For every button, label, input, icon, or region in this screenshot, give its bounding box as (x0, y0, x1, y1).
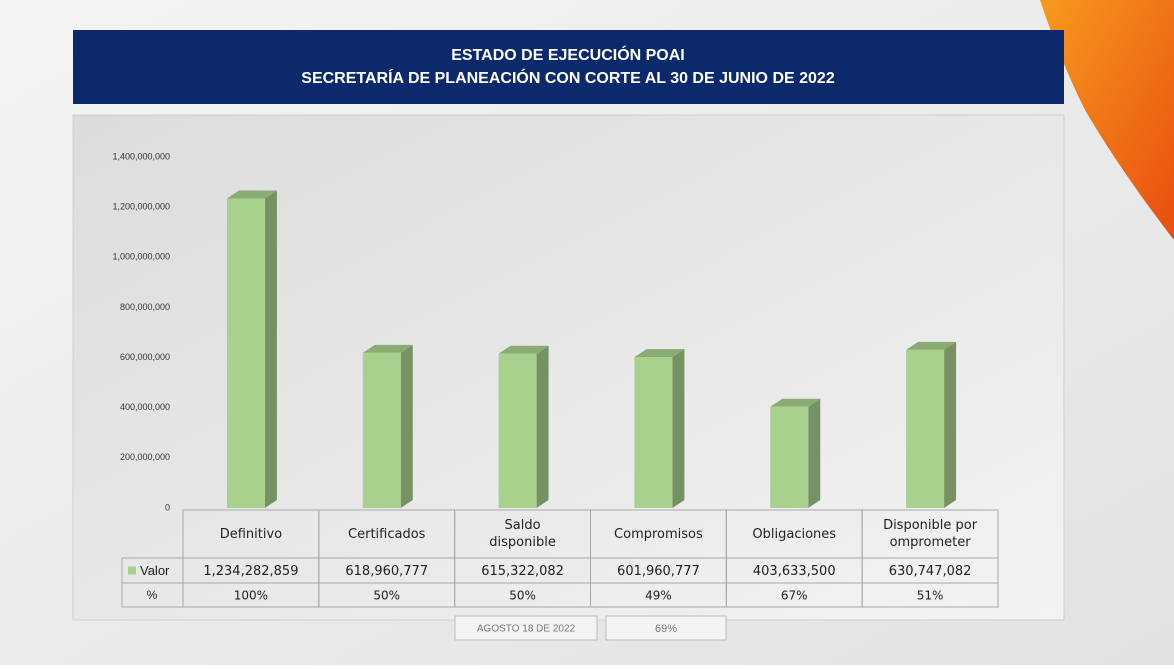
bar-top (498, 345, 549, 354)
data-label: 1,234,282,859 (203, 564, 298, 579)
x-tick-label: Definitivo (219, 526, 283, 542)
x-tick-cell: Saldo disponible (455, 510, 591, 558)
bar (226, 198, 265, 508)
bar-top (362, 344, 413, 353)
data-label: 403,633,500 (753, 564, 836, 579)
decoration (1040, 0, 1174, 240)
x-tick-cell: Certificados (319, 510, 455, 558)
bar-top (770, 398, 821, 407)
percent-label: 50% (509, 589, 536, 603)
y-tick-label: 800,000,000 (120, 302, 170, 312)
y-tick-label: 1,000,000,000 (112, 252, 170, 262)
x-tick-cell: Definitivo (183, 510, 319, 558)
x-tick-label-box: Disponible por omprometer (862, 510, 998, 558)
bar-top (906, 341, 957, 350)
y-tick-label: 400,000,000 (120, 402, 170, 412)
y-tick-label: 1,200,000,000 (112, 202, 170, 212)
bar (634, 357, 673, 508)
percent-label: 67% (781, 589, 808, 603)
x-tick-label: Obligaciones (752, 526, 837, 542)
x-tick-label: Disponible por omprometer (883, 518, 978, 550)
chart-title: ESTADO DE EJECUCIÓN POAI (451, 45, 685, 64)
footer-percent: 69% (655, 623, 677, 635)
data-label: 615,322,082 (481, 564, 564, 579)
y-tick-label: 0 (165, 502, 170, 512)
x-tick-label-box: Definitivo (183, 510, 319, 558)
bar-side (944, 341, 957, 508)
chart-subtitle: SECRETARÍA DE PLANEACIÓN CON CORTE AL 30… (301, 68, 835, 87)
bar-side (536, 345, 549, 508)
x-tick-label: Compromisos (614, 526, 703, 542)
footer-date: AGOSTO 18 DE 2022 (477, 624, 576, 635)
y-tick-label: 600,000,000 (120, 352, 170, 362)
legend-swatch (128, 566, 136, 575)
bar-top (226, 190, 277, 199)
bar-side (264, 190, 277, 508)
bar-top (634, 349, 685, 358)
x-tick-cell: Compromisos (591, 510, 727, 558)
percent-label: 51% (917, 589, 944, 603)
x-tick-label: Certificados (348, 526, 426, 542)
percent-label: 50% (373, 589, 400, 603)
footer-cell (605, 615, 727, 641)
x-tick-cell: Disponible por omprometer (862, 510, 998, 558)
data-label: 630,747,082 (889, 564, 972, 579)
bar-side (400, 344, 413, 508)
percent-label: 49% (645, 589, 672, 603)
row-label: % (147, 588, 158, 602)
bar-side (672, 349, 685, 508)
y-tick-label: 200,000,000 (120, 452, 170, 462)
x-tick-label-box: Compromisos (591, 510, 727, 558)
title-bar (73, 30, 1064, 104)
footer-cell (454, 615, 598, 641)
legend-label: Valor (140, 563, 170, 578)
bar (770, 406, 809, 508)
data-label: 601,960,777 (617, 564, 700, 579)
x-tick-label-box: Obligaciones (726, 510, 862, 558)
y-tick-label: 1,400,000,000 (112, 151, 170, 161)
data-label: 618,960,777 (345, 564, 428, 579)
x-tick-label-box: Certificados (319, 510, 455, 558)
x-tick-label: Saldo disponible (489, 518, 556, 550)
table-cell (861, 582, 999, 608)
bar-side (808, 398, 821, 508)
bar (498, 353, 537, 508)
table-cell (121, 582, 184, 608)
x-tick-cell: Obligaciones (726, 510, 862, 558)
x-tick-label-box: Saldo disponible (455, 510, 591, 558)
bar (906, 349, 945, 508)
bar (362, 352, 401, 508)
percent-label: 100% (234, 589, 268, 603)
